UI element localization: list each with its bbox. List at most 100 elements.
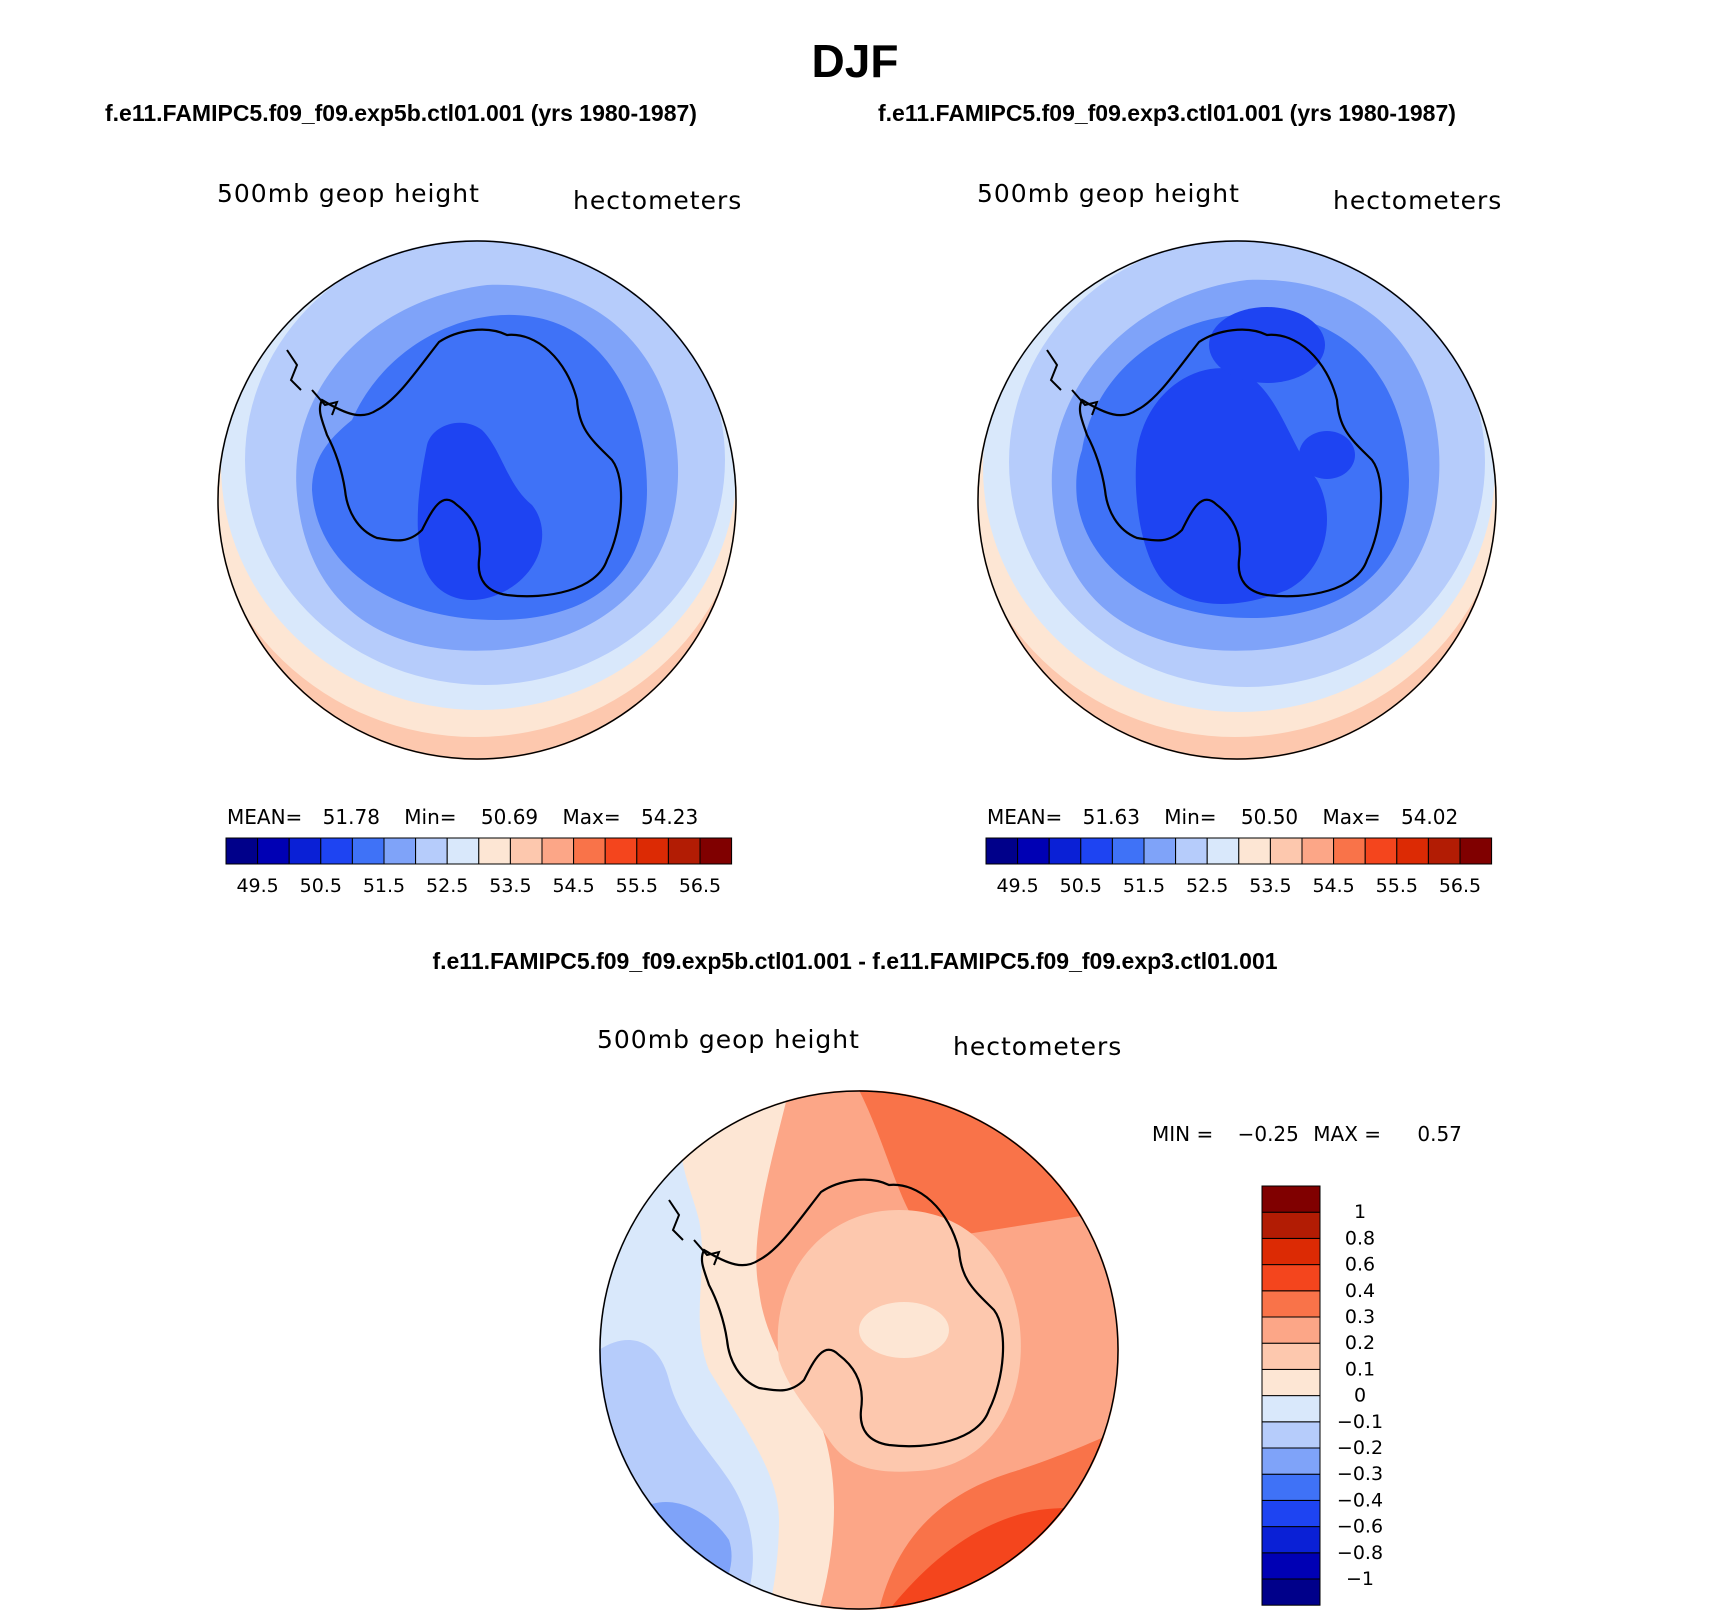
panel3-colorbar-tick: 0.1 — [1345, 1358, 1375, 1380]
page-title: DJF — [811, 35, 899, 87]
panel2-map — [977, 240, 1497, 760]
panel1-variable: 500mb geop height — [217, 179, 480, 208]
panel3-colorbar-tick: −0.2 — [1337, 1437, 1383, 1459]
panel2-peninsula — [1071, 389, 1099, 416]
panel2-colorbar-tick: 55.5 — [1376, 875, 1418, 897]
panel2-contour-515c — [1299, 431, 1355, 479]
panel1-contour-515 — [417, 422, 543, 600]
panel1-mean-label: MEAN= — [227, 805, 303, 829]
panel3-max-label: MAX = — [1313, 1122, 1382, 1146]
panel1-colorbar-box — [699, 837, 733, 865]
panel1-min-label: Min= — [404, 805, 457, 829]
panel2-colorbar-tick: 56.5 — [1439, 875, 1481, 897]
panel2-min-label: Min= — [1164, 805, 1217, 829]
panel1-colorbar-tick: 56.5 — [679, 875, 721, 897]
panel3-max-value: 0.57 — [1417, 1122, 1462, 1146]
panel2-colorbar-tick: 54.5 — [1312, 875, 1354, 897]
panel2-colorbar-tick: 53.5 — [1249, 875, 1291, 897]
panel3-colorbar-tick: 0.4 — [1345, 1280, 1375, 1302]
panel3-colorbar-box — [1261, 1526, 1321, 1554]
panel1-min-value: 50.69 — [480, 805, 539, 829]
panel2-contour-515b — [1209, 307, 1325, 383]
panel3-colorbar-tick: 0 — [1354, 1385, 1366, 1407]
panel2-stats: MEAN= 51.63 Min= 50.50 Max= 54.02 — [987, 805, 1458, 829]
panel3-map — [599, 1090, 1119, 1610]
panel3-colorbar-tick: 0.8 — [1345, 1227, 1375, 1249]
panel1-colorbar-tick: 49.5 — [236, 875, 278, 897]
panel1-colorbar-box — [257, 837, 290, 865]
panel2-max-value: 54.02 — [1400, 805, 1459, 829]
panel2-colorbar-box — [1427, 837, 1461, 865]
panel2-max-label: Max= — [1322, 805, 1381, 829]
panel3-stats: MIN = −0.25 MAX = 0.57 — [1152, 1122, 1462, 1146]
panel3-units: hectometers — [953, 1032, 1123, 1061]
panel3-variable: 500mb geop height — [597, 1025, 860, 1054]
panel2-colorbar-box — [1301, 837, 1335, 865]
panel1-colorbar-box — [320, 837, 353, 865]
panel2-colorbar-tick: 52.5 — [1186, 875, 1228, 897]
panel1-colorbar-box — [604, 837, 638, 865]
panel3-colorbar-tick: −0.8 — [1337, 1542, 1383, 1564]
panel3-colorbar-tick: 1 — [1354, 1201, 1366, 1223]
panel2-colorbar-box — [1269, 837, 1303, 865]
panel3-colorbar-tick: −1 — [1346, 1568, 1374, 1590]
panel1-colorbar-box — [351, 837, 385, 865]
panel1-colorbar-box — [541, 837, 575, 865]
panel1-colorbar-tick: 54.5 — [552, 875, 594, 897]
panel3-colorbar-box — [1261, 1368, 1321, 1397]
panel3-colorbar: 1 0.8 0.6 0.4 0.3 0.2 0.1 0 −0.1 −0.2 −0.3 −0.4 −0.6… — [1261, 1185, 1383, 1606]
panel1-map-border — [217, 240, 737, 760]
panel3-colorbar-box — [1261, 1264, 1321, 1292]
panel1-colorbar-box — [667, 837, 701, 865]
panel2-map-border — [977, 240, 1497, 760]
panel1-antarctica-coastline — [318, 328, 623, 598]
panel1-colorbar-tick: 50.5 — [300, 875, 342, 897]
panel2-island-chain — [1046, 349, 1062, 391]
panel1-colorbar-box — [509, 837, 543, 865]
panel3-colorbar-box — [1261, 1421, 1321, 1449]
panel3-colorbar-box — [1261, 1185, 1321, 1213]
panel2-colorbar-box — [985, 837, 1019, 865]
panel2-colorbar-box — [1333, 837, 1366, 865]
panel1-colorbar-tick: 51.5 — [363, 875, 405, 897]
panel2-colorbar: 49.5 50.5 51.5 52.5 53.5 54.5 55.5 56.5 — [985, 837, 1493, 897]
panel1-max-label: Max= — [562, 805, 621, 829]
panel2-title: f.e11.FAMIPC5.f09_f09.exp3.ctl01.001 (yr… — [878, 100, 1456, 126]
panel2-colorbar-box — [1111, 837, 1145, 865]
panel1-colorbar-box — [446, 837, 480, 865]
panel3-colorbar-box — [1261, 1578, 1321, 1606]
panel1-colorbar-tick: 55.5 — [616, 875, 658, 897]
panel3-peninsula — [693, 1239, 721, 1266]
panel3-colorbar-tick: −0.6 — [1337, 1516, 1383, 1538]
panel2-contour-515a — [1135, 368, 1327, 604]
panel2-colorbar-box — [1175, 837, 1208, 865]
panel2-colorbar-box — [1238, 837, 1271, 865]
panel2-colorbar-tick: 50.5 — [1060, 875, 1102, 897]
panel1-colorbar: 49.5 50.5 51.5 52.5 53.5 54.5 55.5 56.5 — [225, 837, 733, 897]
panel3-colorbar-box — [1261, 1473, 1321, 1501]
panel2-mean-label: MEAN= — [987, 805, 1063, 829]
panel1-colorbar-box — [478, 837, 511, 865]
panel3-colorbar-tick: 0.6 — [1345, 1254, 1375, 1276]
panel2-colorbar-box — [1396, 837, 1429, 865]
panel3-title: f.e11.FAMIPC5.f09_f09.exp5b.ctl01.001 - … — [432, 948, 1278, 974]
panel2-mean-value: 51.63 — [1082, 805, 1140, 829]
panel3-colorbar-box — [1261, 1552, 1321, 1580]
panel1-colorbar-box — [415, 837, 448, 865]
panel1-max-value: 54.23 — [640, 805, 699, 829]
panel2-units: hectometers — [1333, 186, 1503, 215]
panel1-mean-value: 51.78 — [322, 805, 380, 829]
panel3-colorbar-tick: 0.2 — [1345, 1332, 1375, 1354]
panel1-island-chain — [286, 349, 302, 391]
panel3-colorbar-box — [1261, 1342, 1321, 1370]
panel1-title: f.e11.FAMIPC5.f09_f09.exp5b.ctl01.001 (y… — [105, 100, 697, 126]
panel1-map — [217, 240, 737, 760]
panel2-colorbar-box — [1143, 837, 1177, 865]
panel1-stats: MEAN= 51.78 Min= 50.69 Max= 54.23 — [227, 805, 698, 829]
panel1-colorbar-box — [225, 837, 259, 865]
panel2-colorbar-box — [1364, 837, 1398, 865]
panel3-min-label: MIN = — [1152, 1122, 1214, 1146]
panel2-colorbar-box — [1017, 837, 1050, 865]
panel3-colorbar-tick: 0.3 — [1345, 1306, 1375, 1328]
panel3-antarctica-coastline — [700, 1178, 1005, 1448]
